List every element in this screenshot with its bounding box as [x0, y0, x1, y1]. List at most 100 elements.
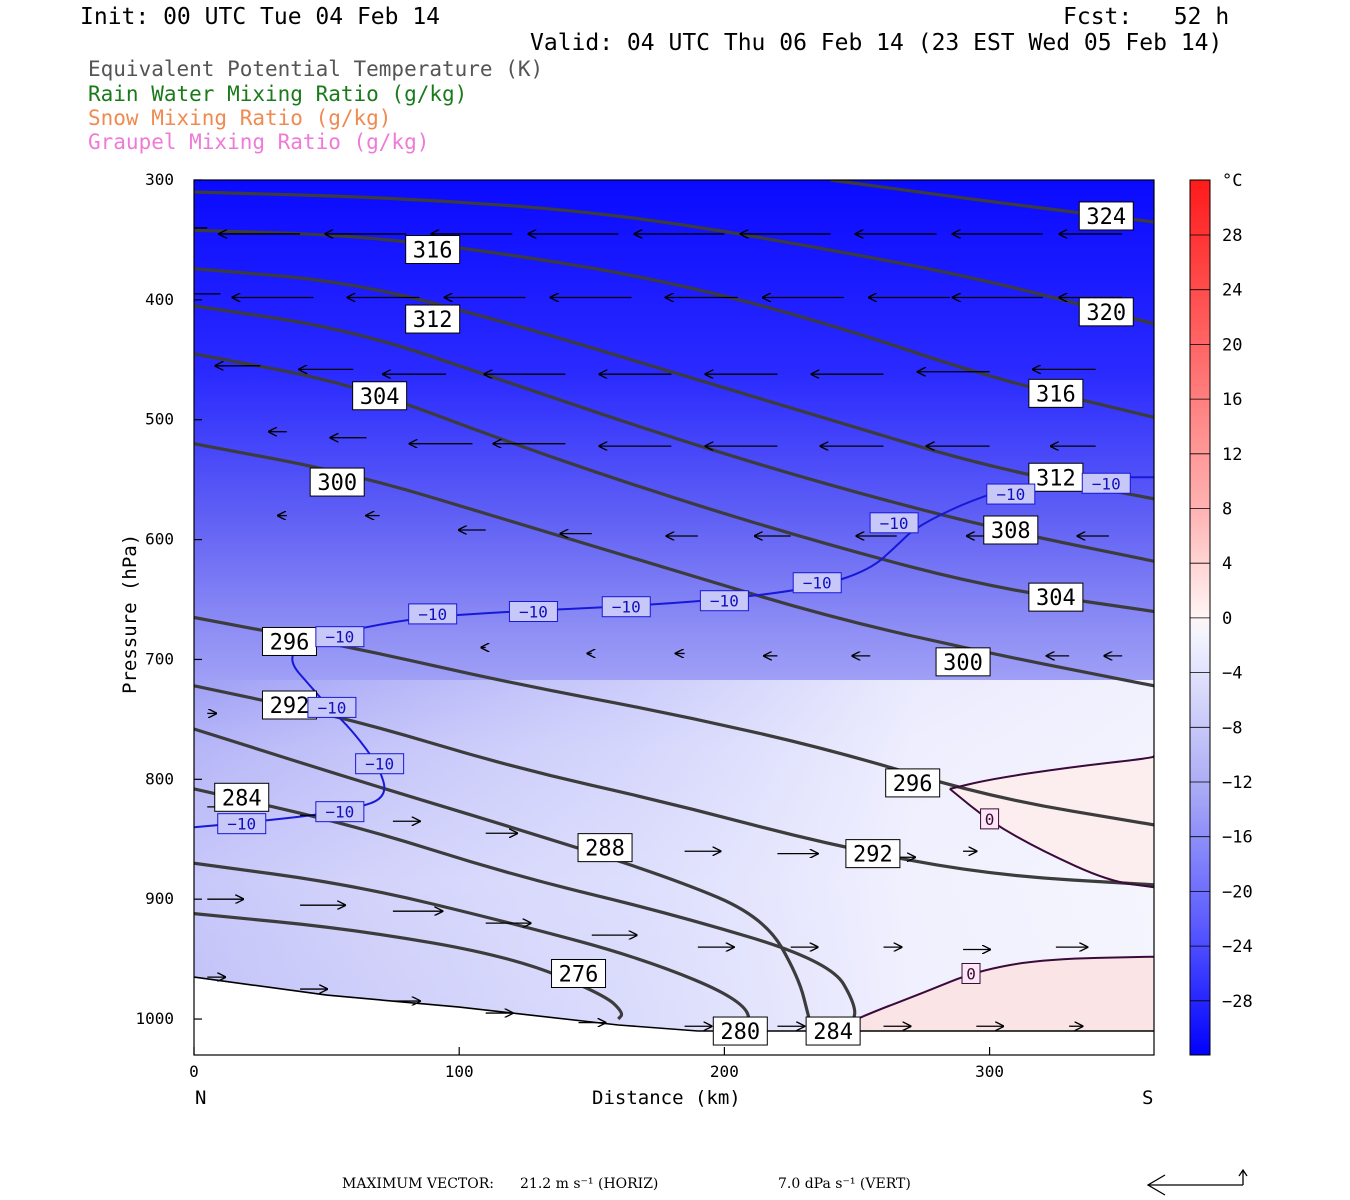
y-tick-label: 400	[145, 290, 174, 309]
svg-text:−10: −10	[365, 755, 394, 774]
svg-text:308: 308	[991, 519, 1031, 544]
x-tick-label: 0	[189, 1062, 199, 1081]
y-tick-label: 500	[145, 410, 174, 429]
svg-text:−10: −10	[1092, 474, 1121, 493]
svg-text:−10: −10	[996, 485, 1025, 504]
svg-text:276: 276	[559, 962, 599, 987]
isotherm-label: −10	[1081, 472, 1131, 494]
svg-text:316: 316	[413, 239, 453, 264]
theta-e-label: 276	[551, 958, 607, 988]
isotherm-zero-label: 0	[961, 962, 981, 984]
svg-text:−10: −10	[325, 628, 354, 647]
theta-e-label: 296	[261, 626, 317, 656]
isotherm-label: −10	[699, 590, 749, 612]
legend-snow: Snow Mixing Ratio (g/kg)	[88, 106, 392, 130]
svg-text:0: 0	[966, 964, 976, 983]
x-axis-left-end: N	[195, 1087, 207, 1109]
isotherm-label: −10	[986, 483, 1036, 505]
max-horiz-vector: 21.2 m s⁻¹ (HORIZ)	[520, 1176, 659, 1192]
x-tick-label: 100	[445, 1062, 474, 1081]
svg-text:316: 316	[1036, 382, 1076, 407]
isotherm-label: −10	[217, 813, 267, 835]
terrain-line	[194, 976, 1154, 1032]
theta-e-contour-292	[194, 684, 1154, 887]
theta-e-label: 312	[405, 304, 461, 334]
svg-text:300: 300	[943, 651, 983, 676]
isotherm-label: −10	[869, 512, 919, 534]
svg-text:324: 324	[1086, 205, 1126, 230]
isotherm-label: −10	[355, 753, 405, 775]
svg-text:312: 312	[413, 308, 453, 333]
svg-text:284: 284	[813, 1020, 853, 1045]
isotherm-label: −10	[508, 601, 558, 623]
colorbar-tick-label: 28	[1222, 226, 1242, 246]
isotherm-labels: −10 −10 −10 −10 −10 −10 −10 −10 −10 −10 −10 −10 −10 0…	[217, 472, 1131, 984]
svg-text:−10: −10	[710, 592, 739, 611]
colorbar-tick-label: 4	[1222, 554, 1232, 574]
colorbar-tick-label: −20	[1222, 882, 1253, 902]
y-axis-label: Pressure (hPa)	[119, 533, 141, 694]
theta-e-contour-312	[194, 267, 1154, 501]
colorbar-tick-label: 12	[1222, 445, 1242, 465]
svg-text:292: 292	[270, 694, 310, 719]
y-tick-label: 1000	[135, 1009, 174, 1028]
legend-graupel: Graupel Mixing Ratio (g/kg)	[88, 130, 430, 154]
svg-text:−10: −10	[418, 605, 447, 624]
svg-text:304: 304	[1036, 586, 1076, 611]
x-tick-label: 200	[710, 1062, 739, 1081]
theta-e-label: 308	[983, 515, 1039, 545]
above-freezing-region	[949, 755, 1154, 888]
y-tick-label: 700	[145, 649, 174, 668]
svg-text:292: 292	[853, 843, 893, 868]
colorbar-tick-label: 0	[1222, 609, 1232, 629]
theta-e-label: 316	[1028, 378, 1084, 408]
theta-e-label: 300	[935, 647, 991, 677]
colorbar-ticks: 28 24 20 16 12 8 4 0 −4 −8 −12 −16 −20 −24 −28	[1190, 226, 1253, 1012]
colorbar-tick-label: −8	[1222, 718, 1242, 738]
terrain-mask	[194, 977, 1154, 1055]
theta-e-label: 316	[405, 235, 461, 265]
colorbar-unit: °C	[1222, 171, 1242, 191]
theta-e-label: 300	[309, 467, 365, 497]
svg-text:296: 296	[893, 772, 933, 797]
theta-e-contour-324	[830, 180, 1154, 224]
isotherm-label: −10	[315, 801, 365, 823]
colorbar-tick-label: −4	[1222, 664, 1242, 684]
svg-text:280: 280	[720, 1020, 760, 1045]
theta-e-label: 280	[712, 1016, 768, 1046]
colorbar-tick-label: −12	[1222, 773, 1253, 793]
theta-e-label: 304	[1028, 582, 1084, 612]
svg-text:−10: −10	[325, 803, 354, 822]
theta-e-contour-280	[194, 861, 753, 1032]
theta-e-labels: 324 316 320 312 316 304 300 312 308 304 300 296 292 2…	[214, 201, 1134, 1046]
init-time: Init: 00 UTC Tue 04 Feb 14	[80, 4, 441, 30]
isotherm-label: −10	[315, 626, 365, 648]
colorbar-tick-label: 16	[1222, 390, 1242, 410]
theta-e-contour-320	[194, 190, 1154, 326]
svg-text:−10: −10	[803, 574, 832, 593]
theta-e-label: 312	[1028, 462, 1084, 492]
y-tick-label: 900	[145, 889, 174, 908]
svg-text:−10: −10	[880, 514, 909, 533]
theta-e-contour-284	[194, 787, 857, 1026]
max-vert-vector: 7.0 dPa s⁻¹ (VERT)	[778, 1176, 911, 1192]
isotherm-zero-label: 0	[980, 808, 1000, 830]
valid-time: Valid: 04 UTC Thu 06 Feb 14 (23 EST Wed …	[530, 30, 1223, 56]
surface-warm-region	[830, 956, 1154, 1032]
colorbar-tick-label: 20	[1222, 335, 1242, 355]
isotherm-label: −10	[408, 603, 458, 625]
svg-text:−10: −10	[317, 698, 346, 717]
y-tick-label: 300	[145, 170, 174, 189]
svg-text:−10: −10	[519, 603, 548, 622]
svg-text:−10: −10	[612, 598, 641, 617]
colorbar-tick-label: −28	[1222, 992, 1253, 1012]
legend-rain: Rain Water Mixing Ratio (g/kg)	[88, 82, 468, 106]
axis-ticks: 300 400 500 600 700 800 900 1000 0 100 200 300	[135, 170, 1004, 1081]
theta-e-label: 292	[845, 839, 901, 869]
y-tick-label: 600	[145, 530, 174, 549]
isotherm-label: −10	[307, 696, 357, 718]
plot-frame	[193, 179, 1155, 1056]
svg-text:288: 288	[585, 837, 625, 862]
colorbar-tick-label: 8	[1222, 500, 1232, 520]
